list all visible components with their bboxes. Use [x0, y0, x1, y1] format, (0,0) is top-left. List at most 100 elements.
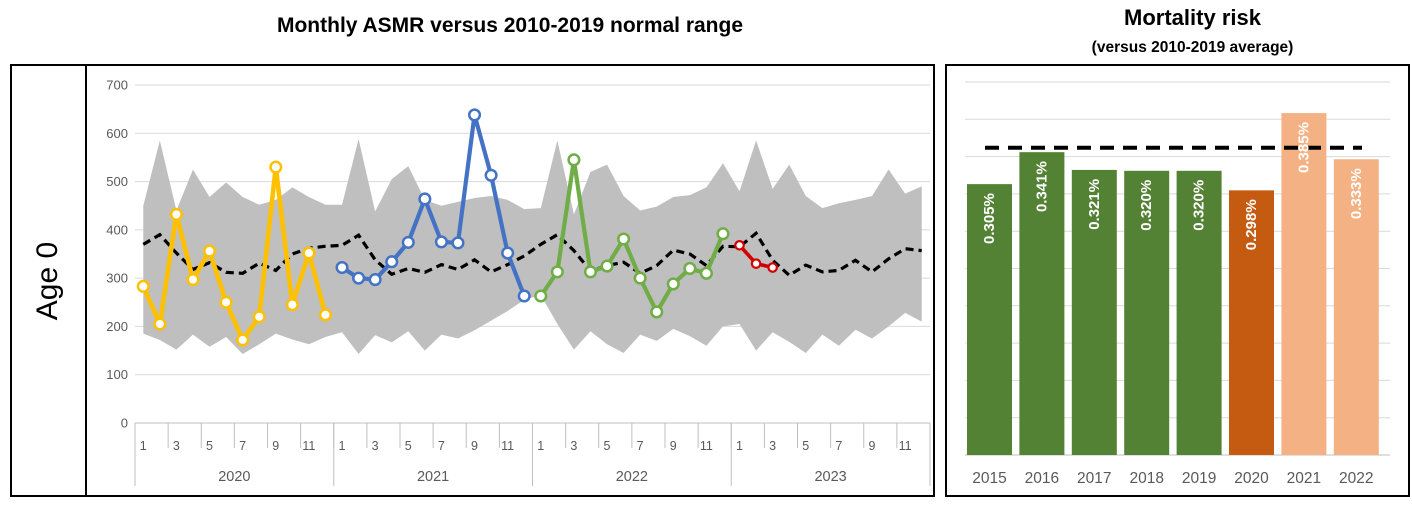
month-tick-label: 7 — [438, 439, 445, 453]
data-point-marker — [368, 273, 382, 287]
data-point-marker — [136, 279, 150, 293]
month-tick-label: 7 — [239, 439, 246, 453]
data-point-marker — [767, 262, 778, 273]
mortality-risk-bar-chart: 2015 2016 2017 2018 2019 2020 2021 2022 0.305% 0.… — [965, 81, 1390, 487]
month-tick-label: 9 — [869, 439, 876, 453]
data-point-marker — [219, 295, 233, 309]
data-point-marker — [600, 259, 614, 273]
bar-2021 — [1281, 113, 1327, 456]
bar-value-label: 0.320% — [1138, 180, 1155, 231]
data-point-marker — [385, 255, 399, 269]
month-tick-label: 5 — [405, 439, 412, 453]
month-tick-label: 3 — [372, 439, 379, 453]
year-label: 2020 — [218, 469, 250, 485]
data-point-marker — [750, 258, 762, 269]
data-point-marker — [550, 265, 564, 279]
month-tick-label: 1 — [339, 439, 346, 453]
data-point-marker — [716, 227, 730, 241]
bar-2015 — [967, 184, 1012, 455]
y-axis-tick-label: 700 — [106, 78, 128, 93]
y-axis-tick-label: 0 — [121, 416, 128, 431]
data-point-marker — [567, 153, 581, 167]
series-2023 — [734, 240, 778, 273]
data-point-marker — [517, 289, 531, 303]
bar-category-label: 2018 — [1129, 470, 1163, 487]
data-point-marker — [186, 273, 200, 287]
month-tick-label: 1 — [736, 439, 743, 453]
month-tick-label: 3 — [570, 439, 577, 453]
y-axis-tick-label: 600 — [106, 126, 128, 141]
month-tick-label: 7 — [835, 439, 842, 453]
month-tick-label: 5 — [206, 439, 213, 453]
month-tick-label: 9 — [471, 439, 478, 453]
data-point-marker — [252, 310, 266, 324]
normal-range-band — [143, 139, 922, 354]
data-point-marker — [666, 277, 680, 291]
data-point-marker — [734, 240, 745, 251]
data-point-marker — [451, 236, 465, 250]
data-point-marker — [583, 265, 598, 279]
bar-2016 — [1019, 152, 1065, 455]
year-label: 2023 — [814, 469, 846, 485]
bar-value-label: 0.341% — [1033, 161, 1050, 212]
data-point-marker — [335, 260, 349, 275]
month-tick-label: 11 — [899, 439, 912, 453]
bar-2017 — [1071, 169, 1117, 455]
month-tick-label: 1 — [537, 439, 544, 453]
data-point-marker — [302, 246, 316, 260]
y-axis-tick-label: 100 — [106, 367, 128, 382]
data-point-marker — [418, 192, 432, 206]
month-tick-label: 3 — [173, 439, 180, 453]
bar-value-label: 0.298% — [1243, 199, 1260, 250]
month-tick-label: 11 — [501, 439, 514, 453]
data-point-marker — [467, 108, 482, 122]
month-tick-label: 5 — [802, 439, 809, 453]
mortality-risk-title: Mortality risk — [1124, 5, 1261, 30]
bar-category-label: 2017 — [1077, 470, 1111, 487]
bar-category-label: 2021 — [1287, 470, 1321, 487]
bar-value-label: 0.320% — [1191, 180, 1208, 231]
mortality-risk-subtitle: (versus 2010-2019 average) — [1091, 39, 1294, 56]
series-2020 — [136, 160, 333, 347]
mortality-risk-panel: 2015 2016 2017 2018 2019 2020 2021 2022 0.305% 0.… — [945, 64, 1410, 497]
data-point-marker — [683, 261, 697, 276]
asmr-chart-title: Monthly ASMR versus 2010-2019 normal ran… — [276, 14, 744, 37]
data-point-marker — [236, 333, 250, 347]
data-point-marker — [484, 168, 498, 182]
y-axis-tick-label: 500 — [106, 174, 128, 189]
bar-2020 — [1229, 190, 1274, 455]
series-line-2020 — [140, 164, 328, 343]
data-point-marker — [501, 246, 515, 260]
data-point-marker — [401, 235, 415, 249]
month-tick-label: 11 — [302, 439, 315, 453]
series-2021 — [335, 108, 531, 303]
data-point-marker — [153, 317, 167, 331]
bar-category-label: 2019 — [1182, 470, 1216, 487]
y-axis-tick-label: 400 — [106, 222, 128, 237]
data-point-marker — [269, 160, 283, 174]
bar-category-label: 2022 — [1339, 470, 1373, 487]
month-tick-label: 11 — [700, 439, 713, 453]
data-point-marker — [352, 271, 366, 285]
bar-2022 — [1333, 159, 1379, 455]
month-tick-label: 7 — [637, 439, 644, 453]
data-point-marker — [318, 308, 333, 322]
bar-value-label: 0.321% — [1086, 179, 1103, 230]
data-point-marker — [650, 305, 664, 319]
month-tick-label: 1 — [140, 439, 147, 453]
y-axis-tick-label: 300 — [106, 271, 128, 286]
data-point-marker — [202, 244, 217, 258]
y-axis-tick-label: 200 — [106, 319, 128, 334]
data-point-marker — [434, 235, 448, 249]
year-label: 2021 — [417, 469, 449, 485]
month-tick-label: 9 — [670, 439, 677, 453]
data-point-marker — [534, 289, 548, 303]
bar-2018 — [1124, 170, 1170, 456]
data-point-marker — [169, 207, 183, 221]
data-point-marker — [633, 271, 647, 285]
bar-category-label: 2016 — [1025, 470, 1059, 487]
month-tick-label: 9 — [272, 439, 279, 453]
bar-2019 — [1176, 170, 1222, 456]
